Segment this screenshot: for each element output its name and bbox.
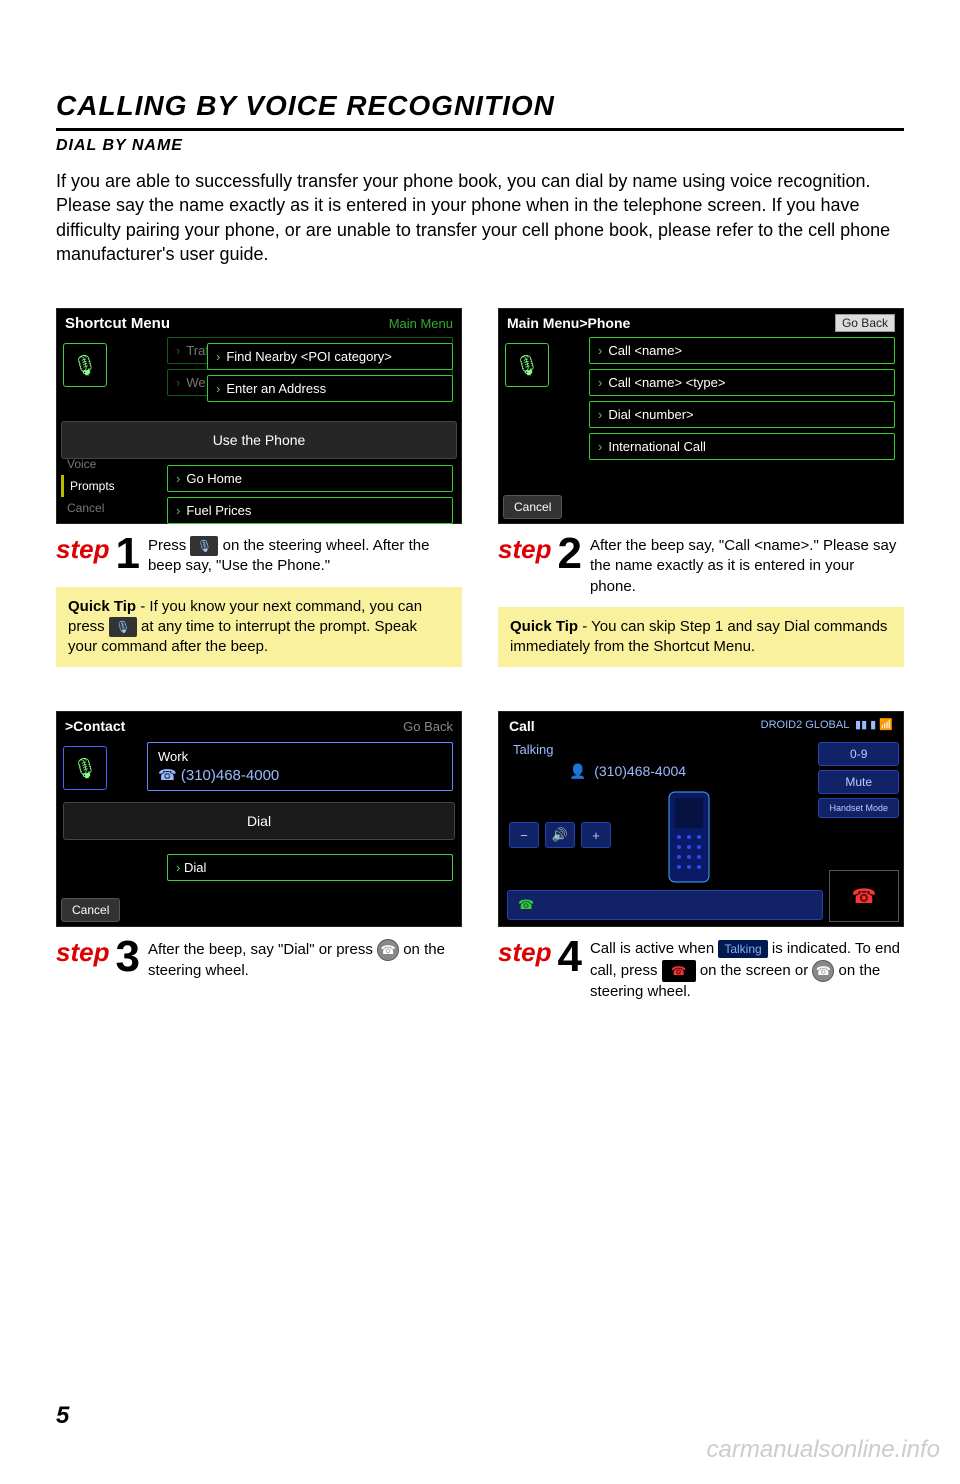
list-item: ›Dial <number> — [589, 401, 895, 428]
screen2-title: Main Menu>Phone — [507, 315, 630, 331]
screen-shortcut-menu: Shortcut Menu Main Menu 🎙 ›Traf ›We ›Fin… — [56, 308, 462, 524]
step-4-text: Call is active when Talking is indicated… — [590, 937, 904, 1002]
phone-icon — [649, 782, 739, 902]
quick-tip-2: Quick Tip - You can skip Step 1 and say … — [498, 607, 904, 668]
page-number: 5 — [56, 1402, 69, 1430]
step-label: step — [56, 937, 109, 968]
step-4-col: Call DROID2 GLOBAL ▮▮ ▮ 📶 Talking 00:00:… — [498, 711, 904, 1002]
list-item: ›Find Nearby <POI category> — [207, 343, 453, 370]
end-call-icon: ☎ — [662, 960, 696, 982]
step-label: step — [498, 534, 551, 565]
screen3-title: >Contact — [65, 718, 125, 734]
list-item: ›International Call — [589, 433, 895, 460]
step-number-4: 4 — [557, 937, 581, 977]
dial-list-item: › Dial — [167, 854, 453, 881]
step-1-text: Press 🎙 on the steering wheel. After the… — [148, 534, 462, 577]
list-item: ›Fuel Prices — [167, 497, 453, 524]
quick-tip-1: Quick Tip - If you know your next comman… — [56, 587, 462, 668]
list-item: ›Call <name> <type> — [589, 369, 895, 396]
step-number-2: 2 — [557, 534, 581, 574]
step-2-col: Main Menu>Phone Go Back 🎙 ›Call <name> ›… — [498, 308, 904, 667]
screen-main-menu-phone: Main Menu>Phone Go Back 🎙 ›Call <name> ›… — [498, 308, 904, 524]
screen1-title: Shortcut Menu — [65, 315, 170, 332]
offhook-button-icon: ☎ — [377, 939, 399, 961]
step-label: step — [56, 534, 109, 565]
step-number-1: 1 — [115, 534, 139, 574]
step-1-col: Shortcut Menu Main Menu 🎙 ›Traf ›We ›Fin… — [56, 308, 462, 667]
list-item: ›Enter an Address — [207, 375, 453, 402]
dial-popup: Dial — [63, 802, 455, 840]
list-item: ›Call <name> — [589, 337, 895, 364]
voice-icon: 🎙 — [63, 746, 107, 790]
talk-button-icon: 🎙 — [190, 536, 218, 556]
go-back-button: Go Back — [835, 314, 895, 332]
screen-call: Call DROID2 GLOBAL ▮▮ ▮ 📶 Talking 00:00:… — [498, 711, 904, 927]
call-status: Talking — [513, 742, 553, 757]
watermark: carmanualsonline.info — [707, 1436, 940, 1464]
go-back-button: Go Back — [403, 719, 453, 734]
side-column: Voice Prompts Cancel — [61, 453, 121, 519]
step-3-text: After the beep, say "Dial" or press ☎ on… — [148, 937, 462, 981]
hangup-button: ☎ — [829, 870, 899, 922]
voice-icon: 🎙 — [505, 343, 549, 387]
cancel-button: Cancel — [61, 898, 120, 922]
page-title: CALLING BY VOICE RECOGNITION — [56, 90, 904, 131]
cancel-button: Cancel — [503, 495, 562, 519]
volume-controls: −🔊+ — [509, 822, 611, 848]
screen1-header-right: Main Menu — [389, 316, 453, 331]
screen-contact: >Contact Go Back 🎙 Work ☎ (310)468-4000 … — [56, 711, 462, 927]
list-item: ›Go Home — [167, 465, 453, 492]
call-side-buttons: 0-9 Mute Handset Mode — [818, 742, 899, 818]
step-number-3: 3 — [115, 937, 139, 977]
talk-button-icon: 🎙 — [109, 617, 137, 637]
step-2-text: After the beep say, "Call <name>." Pleas… — [590, 534, 904, 597]
talking-indicator-icon: Talking — [718, 940, 767, 958]
onhook-button-icon: ☎ — [812, 960, 834, 982]
screen4-title: Call — [509, 718, 535, 734]
page-subtitle: DIAL BY NAME — [56, 137, 904, 155]
contact-box: Work ☎ (310)468-4000 — [147, 742, 453, 791]
intro-text: If you are able to successfully transfer… — [56, 169, 904, 266]
device-name: DROID2 GLOBAL ▮▮ ▮ 📶 — [761, 718, 893, 734]
step-3-col: >Contact Go Back 🎙 Work ☎ (310)468-4000 … — [56, 711, 462, 1002]
answer-bar: ☎ — [507, 890, 823, 920]
voice-icon: 🎙 — [63, 343, 107, 387]
step-label: step — [498, 937, 551, 968]
